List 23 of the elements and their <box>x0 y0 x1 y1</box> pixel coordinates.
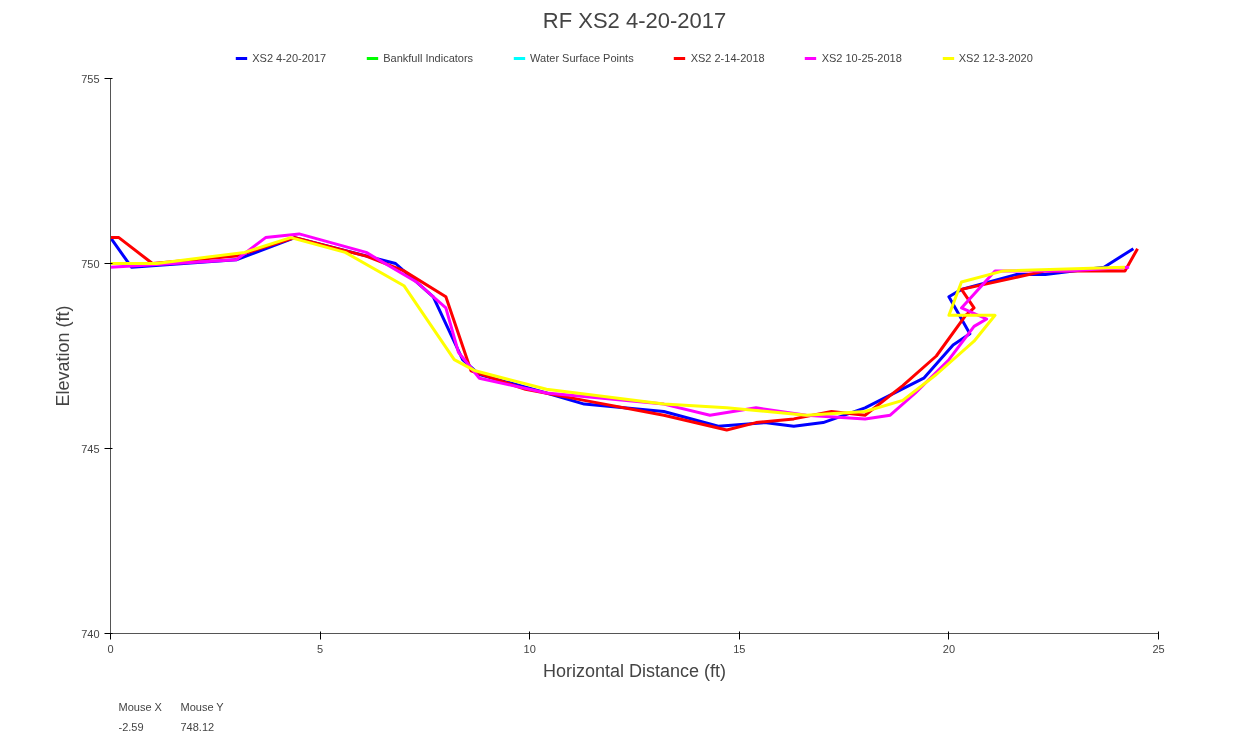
text: Mouse X <box>118 700 163 713</box>
legend-label: Bankfull Indicators <box>383 52 474 64</box>
legend-label: XS2 10-25-2018 <box>821 52 902 64</box>
x-tick-label: 25 <box>1152 642 1165 655</box>
y-tick-label: 745 <box>81 442 100 455</box>
x-axis-title: Horizontal Distance (ft) <box>542 660 727 681</box>
x-tick-label: 15 <box>733 642 746 655</box>
text: 748.12 <box>180 720 215 733</box>
text: -2.59 <box>118 720 144 733</box>
legend-label: XS2 4-20-2017 <box>252 52 327 64</box>
y-tick-label: 755 <box>81 72 100 85</box>
y-axis-title: Elevation (ft) <box>53 305 74 407</box>
y-tick-label: 740 <box>81 627 100 640</box>
x-tick-label: 20 <box>942 642 956 655</box>
legend-label: XS2 2-14-2018 <box>690 52 765 64</box>
chart-title: RF XS2 4-20-2017 <box>542 7 727 33</box>
legend-label: Water Surface Points <box>530 52 634 64</box>
x-tick-label: 0 <box>107 642 114 655</box>
text: Mouse Y <box>180 700 225 713</box>
legend-label: XS2 12-3-2020 <box>958 52 1033 64</box>
x-tick-label: 10 <box>523 642 536 655</box>
x-tick-label: 5 <box>317 642 324 655</box>
y-tick-label: 750 <box>81 257 100 270</box>
